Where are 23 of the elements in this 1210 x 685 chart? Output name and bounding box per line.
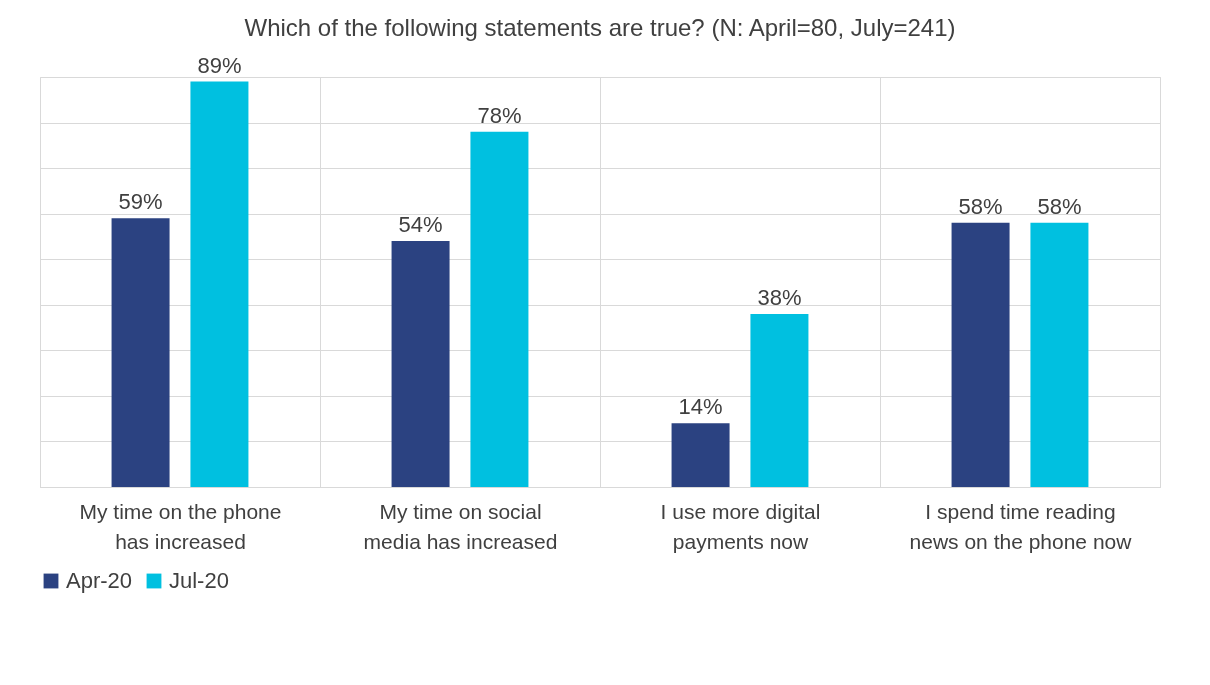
legend-label: Jul-20	[169, 568, 229, 593]
legend-label: Apr-20	[66, 568, 133, 593]
x-tick-label: I use more digital payments now	[660, 499, 821, 553]
bar	[190, 81, 249, 487]
bar	[951, 222, 1010, 487]
data-label: 14%	[678, 394, 723, 420]
chart-title: Which of the following statements are true? (N: April=80, July=241)	[244, 13, 956, 41]
data-label: 38%	[757, 284, 802, 310]
bar	[671, 423, 730, 487]
bar	[470, 131, 529, 487]
data-label: 89%	[197, 52, 242, 78]
bar	[391, 241, 450, 487]
data-label: 58%	[1037, 193, 1082, 219]
x-tick-label: My time on social media has increased	[363, 499, 558, 553]
data-label: 58%	[958, 193, 1003, 219]
data-label: 54%	[398, 212, 443, 237]
bar	[1030, 222, 1089, 487]
data-label: 59%	[118, 189, 163, 215]
x-tick-label: My time on the phone has increased	[79, 499, 282, 553]
bar	[750, 313, 809, 487]
data-label: 78%	[477, 102, 522, 128]
bar	[111, 218, 170, 487]
x-tick-label: I spend time reading news on the phone now	[909, 499, 1133, 553]
